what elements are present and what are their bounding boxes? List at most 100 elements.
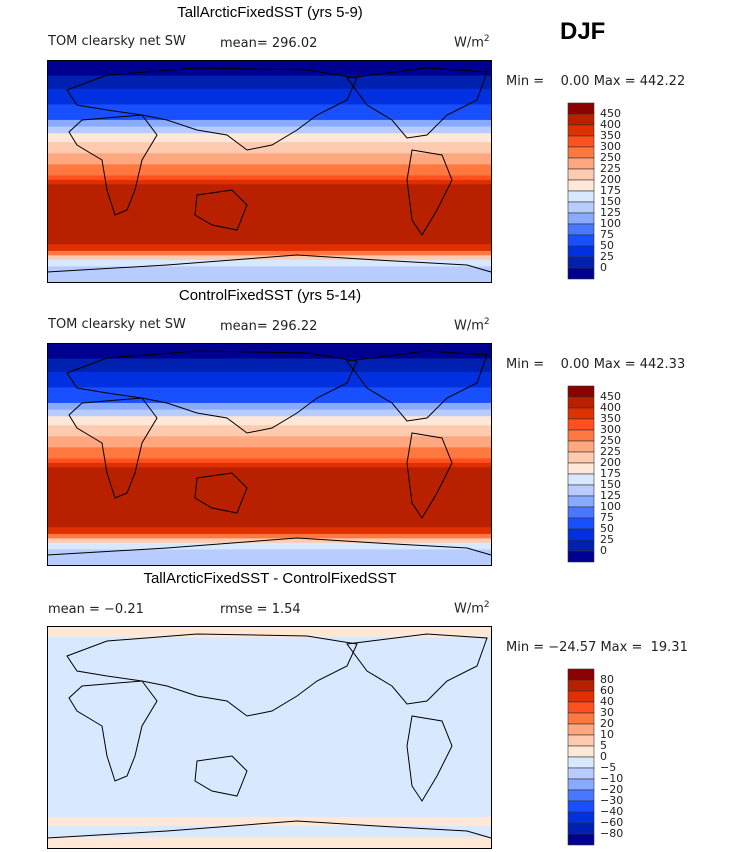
contour-band: [47, 402, 492, 411]
colorbar-swatch: [567, 396, 595, 409]
contour-band: [47, 104, 492, 121]
colorbar-swatch: [567, 473, 595, 486]
contour-band: [47, 358, 492, 373]
coastline: [68, 114, 158, 216]
colorbar-tick-label: 75: [600, 228, 614, 241]
colorbar-tick-label: 100: [600, 217, 621, 230]
colorbar-swatch: [567, 822, 595, 835]
coastline: [346, 350, 488, 422]
colorbar-tick-label: 175: [600, 184, 621, 197]
units-exponent: 2: [483, 317, 490, 327]
colorbar-tick-label: 50: [600, 522, 614, 535]
colorbar-tick-label: 350: [600, 129, 621, 142]
coastline: [47, 537, 492, 556]
mean-label: mean= 296.22: [220, 319, 318, 334]
colorbar-swatch: [567, 756, 595, 769]
contour-band: [47, 343, 492, 360]
colorbar-swatch: [567, 407, 595, 420]
contour-band: [47, 179, 492, 185]
colorbar-swatch: [567, 778, 595, 791]
colorbar-tick-label: 250: [600, 434, 621, 447]
colorbar-swatch: [567, 179, 595, 192]
minmax-label: Min = 0.00 Max = 442.33: [506, 357, 686, 372]
coastline: [346, 633, 488, 705]
coastline: [66, 350, 358, 434]
colorbar-swatch: [567, 745, 595, 758]
colorbar-tick-label: 150: [600, 195, 621, 208]
variable-label: TOM clearsky net SW: [48, 317, 186, 332]
colorbar-tick-label: 125: [600, 489, 621, 502]
colorbar-swatch: [567, 767, 595, 780]
contour-band: [47, 387, 492, 404]
colorbar-tick-label: 250: [600, 151, 621, 164]
colorbar-swatch: [567, 135, 595, 148]
contour-band: [47, 549, 492, 566]
colorbar-tick-label: 400: [600, 401, 621, 414]
colorbar-tick-label: −80: [600, 827, 624, 840]
colorbar-swatch: [567, 157, 595, 170]
mean-label: mean = −0.21: [48, 602, 144, 617]
coastline: [194, 755, 248, 797]
colorbar-tick-label: 400: [600, 118, 621, 131]
colorbar-tick-label: 300: [600, 423, 621, 436]
colorbar-tick-label: 0: [600, 261, 607, 274]
colorbar-swatch: [567, 256, 595, 269]
contour-band: [47, 542, 492, 550]
map-plot: [47, 60, 492, 283]
colorbar-swatch: [567, 168, 595, 181]
colorbar-swatch: [567, 712, 595, 725]
colorbar-tick-label: 0: [600, 544, 607, 557]
colorbar-swatch: [567, 102, 595, 115]
coastline: [406, 432, 453, 519]
colorbar-tick-label: 40: [600, 695, 614, 708]
contour-band: [47, 60, 492, 77]
coastline: [406, 715, 453, 802]
colorbar-tick-label: 225: [600, 445, 621, 458]
colorbar-swatch: [567, 440, 595, 453]
contour-band: [47, 409, 492, 417]
contour-band: [47, 425, 492, 437]
contour-band: [47, 816, 492, 827]
colorbar-tick-label: −30: [600, 794, 624, 807]
rmse-label: rmse = 1.54: [220, 602, 301, 617]
colorbar-tick-label: 450: [600, 390, 621, 403]
map-frame: [47, 626, 492, 849]
colorbar-swatch: [567, 723, 595, 736]
panel-title: TallArcticFixedSST (yrs 5-9): [177, 4, 363, 21]
colorbar-swatch: [567, 212, 595, 225]
colorbar-tick-label: 80: [600, 673, 614, 686]
contour-band: [47, 184, 492, 245]
contour-band: [47, 75, 492, 90]
colorbar-swatch: [567, 451, 595, 464]
coastline: [194, 189, 248, 231]
colorbar-tick-label: 125: [600, 206, 621, 219]
colorbar-tick-label: 50: [600, 239, 614, 252]
coastline: [194, 472, 248, 514]
contour-band: [47, 175, 492, 181]
colorbar-swatch: [567, 234, 595, 247]
colorbar-tick-label: 75: [600, 511, 614, 524]
colorbar-swatch: [567, 124, 595, 137]
colorbar-tick-label: −10: [600, 772, 624, 785]
contour-band: [47, 467, 492, 528]
units-exponent: 2: [483, 600, 490, 610]
colorbar-tick-label: 300: [600, 140, 621, 153]
coastline: [66, 633, 358, 717]
coastline: [406, 149, 453, 236]
colorbar: [567, 668, 595, 846]
coastline: [346, 67, 488, 139]
colorbar-swatch: [567, 429, 595, 442]
colorbar: [567, 102, 595, 280]
contour-band: [47, 538, 492, 544]
colorbar-swatch: [567, 418, 595, 431]
units-label: W/m2: [454, 600, 490, 617]
colorbar-tick-label: 10: [600, 728, 614, 741]
colorbar-swatch: [567, 789, 595, 802]
colorbar-tick-label: 450: [600, 107, 621, 120]
colorbar-tick-label: 20: [600, 717, 614, 730]
colorbar-tick-label: 150: [600, 478, 621, 491]
colorbar-tick-label: 0: [600, 750, 607, 763]
coastline: [47, 820, 492, 839]
colorbar-swatch: [567, 484, 595, 497]
colorbar-swatch: [567, 462, 595, 475]
